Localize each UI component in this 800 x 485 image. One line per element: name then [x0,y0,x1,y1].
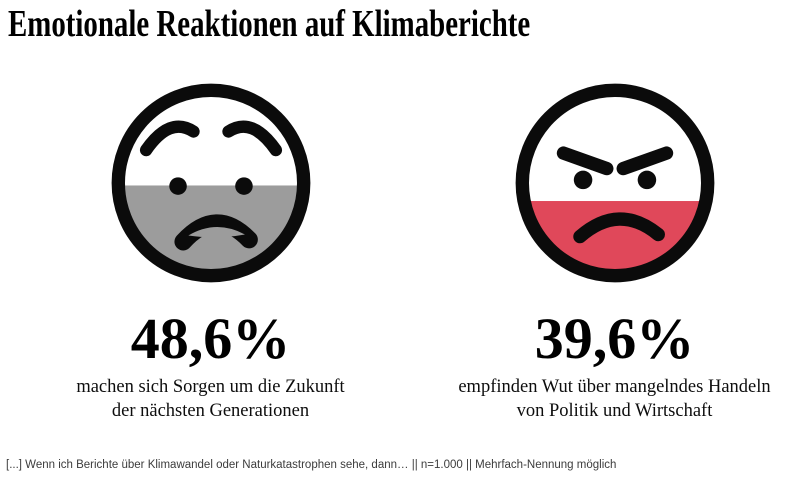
reaction-worried: 48,6% machen sich Sorgen um die Zukunft … [28,80,393,423]
worried-face-icon [111,83,310,283]
angry-face-icon [515,83,714,283]
caption-worried: machen sich Sorgen um die Zukunft der nä… [76,376,344,423]
reaction-angry: 39,6% empfinden Wut über mangelndes Hand… [432,80,797,423]
caption-angry-line-2: von Politik und Wirtschaft [516,400,713,421]
caption-angry-line-1: empfinden Wut über mangelndes Handeln [458,377,771,397]
percent-value-worried: 48,6% [130,306,291,371]
source-note: [...] Wenn ich Berichte über Klimawandel… [6,459,617,471]
caption-worried-line-1: machen sich Sorgen um die Zukunft [76,377,345,397]
caption-angry: empfinden Wut über mangelndes Handeln vo… [458,376,770,423]
caption-worried-line-2: der nächsten Generationen [111,400,310,421]
chart-title: Emotionale Reaktionen auf Klimaberichte [8,3,531,45]
percent-value-angry: 39,6% [534,306,695,371]
